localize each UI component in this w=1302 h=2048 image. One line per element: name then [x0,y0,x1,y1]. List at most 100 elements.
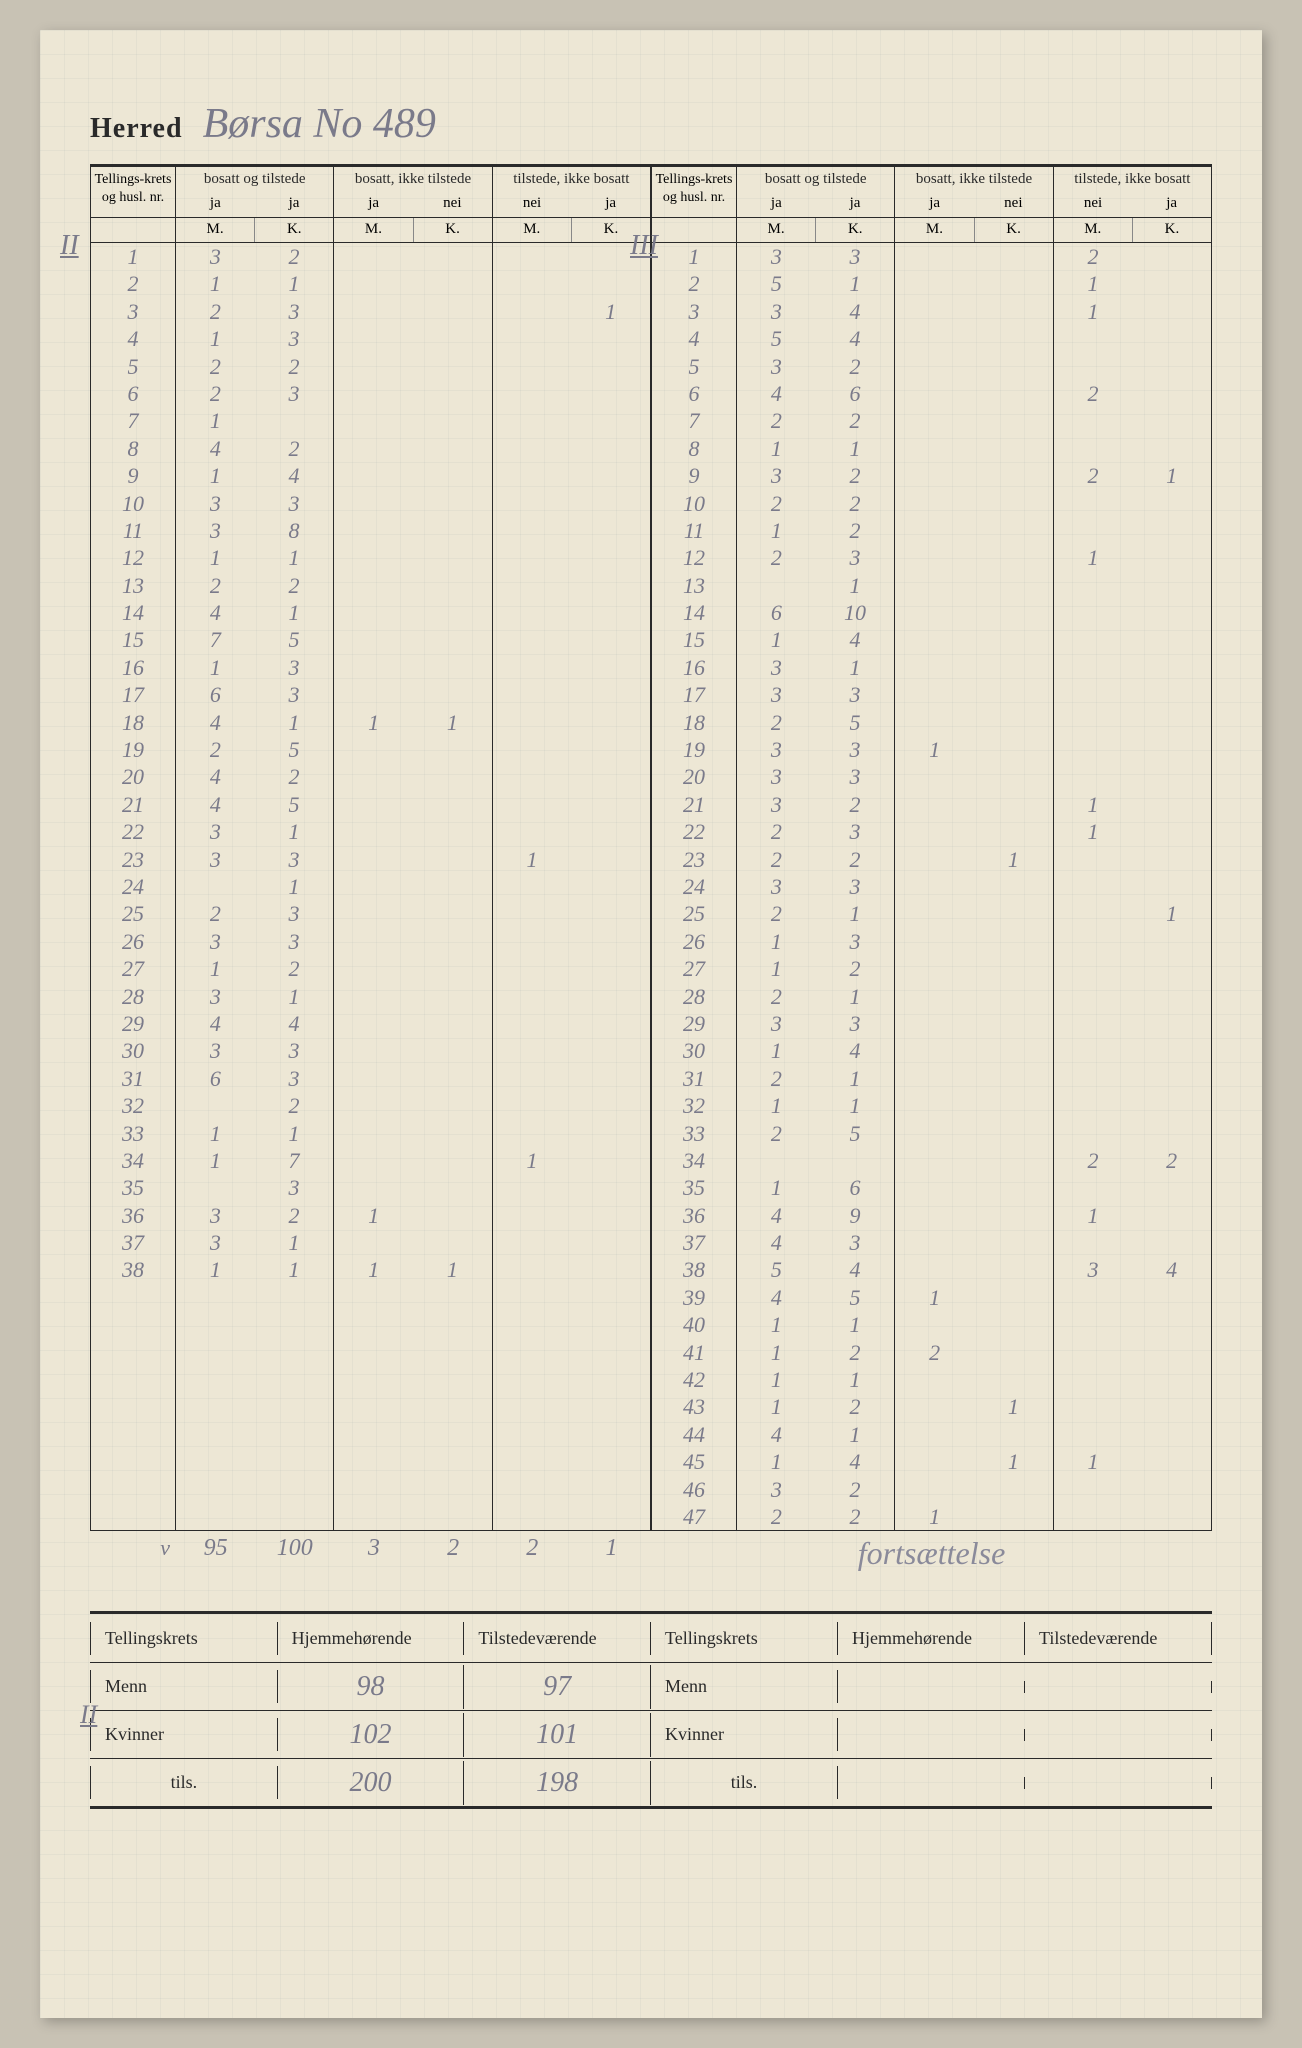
cell [974,1366,1053,1393]
cell: 1 [1054,1448,1133,1475]
sum-kv-t: 101 [464,1713,651,1757]
cell [571,435,650,462]
cell [974,462,1053,489]
cell: 3 [737,1010,816,1037]
cell: 34 [652,1147,736,1174]
cell [1054,846,1133,873]
id-head-r: Tellings-krets og husl. nr. [652,167,736,217]
cell [895,1229,974,1256]
id-head-blank-r [652,217,736,243]
cell: 1 [816,900,895,927]
paper-sheet: Herred Børsa No 489 II III Tellings-kret… [40,30,1262,2018]
mk: K. [816,218,894,242]
cell: 4 [1132,1256,1211,1283]
cell: 1 [255,818,334,845]
cell [493,1366,572,1393]
cell [974,791,1053,818]
cell [895,490,974,517]
cell: 2 [816,353,895,380]
sum-tils-t: 198 [464,1761,651,1805]
cell: 4 [816,1256,895,1283]
cell: 28 [652,983,736,1010]
cell [974,1010,1053,1037]
cell: 1 [413,709,492,736]
cell: 5 [816,1120,895,1147]
cell [493,544,572,571]
cell: 1 [255,1256,334,1283]
cell [1132,736,1211,763]
cell [1054,928,1133,955]
cell [1132,1476,1211,1503]
sum-h1: Hjemmehørende [278,1622,465,1655]
cell [1132,380,1211,407]
cell [91,1503,175,1530]
cell: 25 [652,900,736,927]
cell [1054,873,1133,900]
cell [255,1421,334,1448]
cell [895,818,974,845]
cell [413,544,492,571]
cell: 32 [91,1092,175,1119]
cell: 3 [816,681,895,708]
cell [1132,1503,1211,1530]
cell: 34 [91,1147,175,1174]
cell: 4 [737,1284,816,1311]
cell [413,873,492,900]
cell [974,243,1053,270]
cell: 5 [816,1284,895,1311]
cell [1054,572,1133,599]
cell [1054,626,1133,653]
cell: 1 [737,928,816,955]
cell [334,1476,413,1503]
cell [1054,1393,1133,1420]
cell: 1 [737,1393,816,1420]
cell: 4 [255,462,334,489]
cell [493,490,572,517]
cell [571,763,650,790]
cell [974,270,1053,297]
cell [493,1476,572,1503]
group-g3-right: tilstede, ikke bosatt neija M.K. 2112211… [1054,167,1212,1530]
cell: 3 [737,791,816,818]
cell [1132,1366,1211,1393]
cell: 12 [91,544,175,571]
cell [974,1421,1053,1448]
cell [1132,1010,1211,1037]
sum-kv-l: Kvinner [90,1718,278,1751]
cell: 1 [974,846,1053,873]
cell [91,1284,175,1311]
id-col-left: Tellings-krets og husl. nr. 123456789101… [90,167,176,1530]
group-g1-left: bosatt og tilstede jaja M.K. 32112313222… [176,167,334,1530]
cell: 37 [91,1229,175,1256]
cell [571,1202,650,1229]
cell [571,791,650,818]
cell [493,1174,572,1201]
cell [571,873,650,900]
cell [493,1421,572,1448]
cell: 3 [737,1476,816,1503]
cell [571,1037,650,1064]
cell [571,1256,650,1283]
mk: M. [737,218,816,242]
cell: 3 [255,380,334,407]
cell: 15 [652,626,736,653]
cell [571,544,650,571]
g3-sub-b: ja [571,195,650,217]
cell [176,1311,255,1338]
cell [1054,1037,1133,1064]
cell [413,1202,492,1229]
g2-head: bosatt, ikke tilstede [334,167,491,195]
cell: 4 [176,1010,255,1037]
cell [1132,681,1211,708]
cell: 17 [652,681,736,708]
cell: 1 [1054,270,1133,297]
cell [974,325,1053,352]
cell [91,1339,175,1366]
cell [493,298,572,325]
cell [493,873,572,900]
g1-sub-a-r: ja [737,195,816,217]
cell: 3 [176,1037,255,1064]
g3-sub-a: nei [493,195,572,217]
cell [571,1174,650,1201]
cell: 1 [255,983,334,1010]
